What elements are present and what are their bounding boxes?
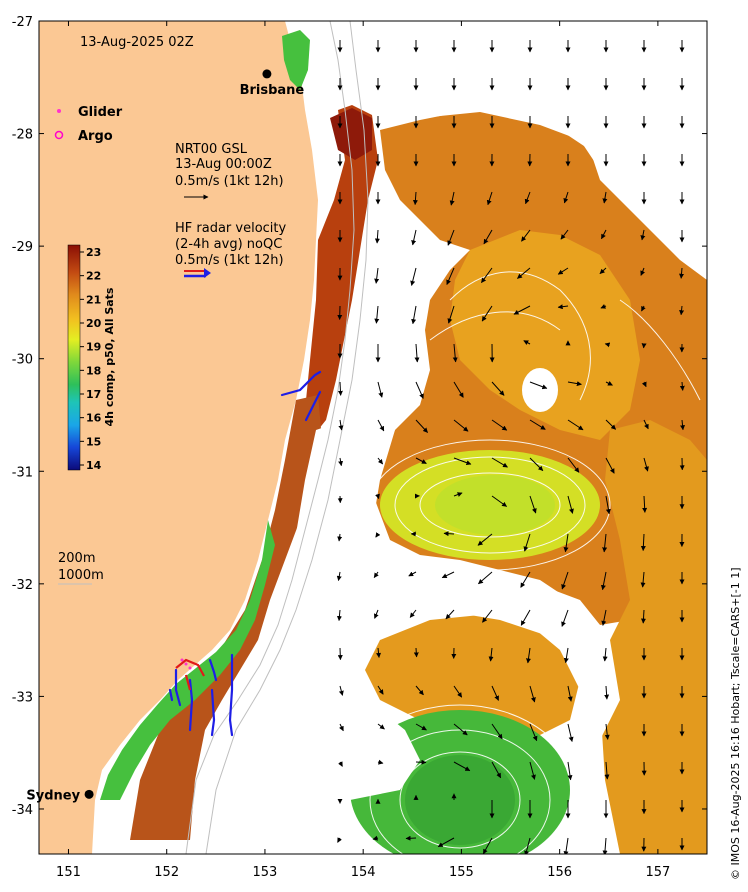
colorbar-ramp: [68, 245, 80, 470]
colorbar-tick-label: 21: [86, 293, 101, 306]
current-key-line1: NRT00 GSL: [175, 142, 248, 157]
city-marker: [262, 69, 271, 78]
colorbar-tick-label: 14: [86, 459, 102, 472]
lat-tick-label: -28: [12, 128, 33, 143]
radar-key-line1: HF radar velocity: [175, 221, 287, 236]
lon-tick-label: 157: [645, 865, 670, 880]
colorbar-tick-label: 19: [86, 341, 101, 354]
current-key-line2: 13-Aug 00:00Z: [175, 157, 272, 172]
lat-tick-label: -27: [12, 15, 33, 30]
sst-eddy-core: [435, 475, 555, 535]
lon-tick-label: 153: [253, 865, 278, 880]
timestamp-label: 13-Aug-2025 02Z: [80, 35, 194, 50]
city-label: Sydney: [26, 788, 80, 803]
current-key-line3: 0.5m/s (1kt 12h): [175, 174, 284, 189]
lat-tick-label: -34: [12, 803, 33, 818]
current-vector: [444, 533, 454, 534]
colorbar-label: 4h comp, p50, All Sats: [103, 287, 116, 426]
lat-tick-label: -33: [12, 690, 33, 705]
city-label: Brisbane: [240, 83, 305, 98]
lon-tick-label: 156: [547, 865, 572, 880]
current-vector: [416, 648, 417, 657]
isobath-legend-200: 200m: [58, 551, 95, 566]
credit-text: © IMOS 16-Aug-2025 16:16 Hobart; Tscale=…: [729, 567, 742, 880]
lon-tick-label: 154: [351, 865, 376, 880]
colorbar-tick-label: 15: [86, 435, 101, 448]
map-layers: [39, 21, 707, 888]
lat-tick-label: -29: [12, 240, 33, 255]
city-marker: [85, 790, 94, 799]
lat-tick-label: -31: [12, 465, 33, 480]
colorbar-tick-label: 20: [86, 317, 102, 330]
glider-legend-dot: [57, 109, 61, 113]
lon-tick-label: 151: [56, 865, 81, 880]
lon-tick-label: 155: [449, 865, 474, 880]
colorbar-tick-label: 16: [86, 412, 102, 425]
radar-key-line3: 0.5m/s (1kt 12h): [175, 253, 284, 268]
radar-key-line2: (2-4h avg) noQC: [175, 237, 282, 252]
glider-legend-label: Glider: [78, 105, 123, 120]
lat-tick-label: -32: [12, 578, 33, 593]
lon-tick-label: 152: [154, 865, 179, 880]
colorbar-tick-label: 22: [86, 270, 101, 283]
isobath-legend-1000: 1000m: [58, 568, 104, 583]
colorbar-tick-label: 18: [86, 364, 101, 377]
lat-tick-label: -30: [12, 353, 33, 368]
colorbar-tick-label: 23: [86, 246, 101, 259]
sst-green-eddy-core: [405, 755, 515, 845]
sst-east-warm: [600, 420, 707, 854]
cloud-gap-eddy-hole: [522, 368, 558, 412]
current-vector: [340, 382, 341, 395]
argo-legend-label: Argo: [78, 129, 113, 144]
colorbar-tick-label: 17: [86, 388, 101, 401]
